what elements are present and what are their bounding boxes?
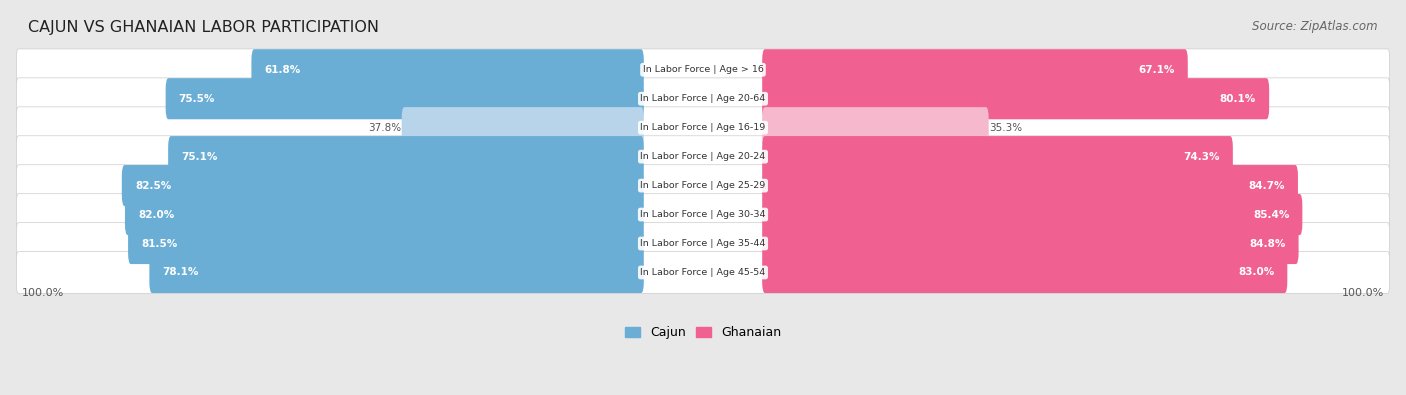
Text: 75.1%: 75.1% xyxy=(181,152,218,162)
Text: In Labor Force | Age 20-64: In Labor Force | Age 20-64 xyxy=(640,94,766,103)
Text: 37.8%: 37.8% xyxy=(368,123,401,133)
Text: In Labor Force | Age > 16: In Labor Force | Age > 16 xyxy=(643,65,763,74)
FancyBboxPatch shape xyxy=(17,49,1389,90)
Text: In Labor Force | Age 16-19: In Labor Force | Age 16-19 xyxy=(640,123,766,132)
Text: 100.0%: 100.0% xyxy=(22,288,65,298)
Text: 82.5%: 82.5% xyxy=(135,181,172,191)
FancyBboxPatch shape xyxy=(762,223,1299,264)
Text: In Labor Force | Age 35-44: In Labor Force | Age 35-44 xyxy=(640,239,766,248)
Text: 80.1%: 80.1% xyxy=(1220,94,1256,104)
FancyBboxPatch shape xyxy=(762,136,1233,177)
FancyBboxPatch shape xyxy=(17,252,1389,293)
FancyBboxPatch shape xyxy=(17,194,1389,235)
Text: 83.0%: 83.0% xyxy=(1239,267,1274,277)
FancyBboxPatch shape xyxy=(762,165,1298,206)
FancyBboxPatch shape xyxy=(166,78,644,119)
Text: CAJUN VS GHANAIAN LABOR PARTICIPATION: CAJUN VS GHANAIAN LABOR PARTICIPATION xyxy=(28,20,380,35)
FancyBboxPatch shape xyxy=(17,136,1389,177)
Text: 100.0%: 100.0% xyxy=(1341,288,1384,298)
FancyBboxPatch shape xyxy=(762,252,1288,293)
Text: In Labor Force | Age 25-29: In Labor Force | Age 25-29 xyxy=(640,181,766,190)
FancyBboxPatch shape xyxy=(762,107,988,148)
Text: 75.5%: 75.5% xyxy=(179,94,215,104)
Text: 74.3%: 74.3% xyxy=(1184,152,1220,162)
Text: 81.5%: 81.5% xyxy=(141,239,177,248)
FancyBboxPatch shape xyxy=(402,107,644,148)
Text: In Labor Force | Age 20-24: In Labor Force | Age 20-24 xyxy=(640,152,766,161)
Text: Source: ZipAtlas.com: Source: ZipAtlas.com xyxy=(1253,20,1378,33)
Text: 84.8%: 84.8% xyxy=(1249,239,1285,248)
FancyBboxPatch shape xyxy=(17,78,1389,120)
FancyBboxPatch shape xyxy=(17,223,1389,264)
FancyBboxPatch shape xyxy=(169,136,644,177)
FancyBboxPatch shape xyxy=(149,252,644,293)
FancyBboxPatch shape xyxy=(762,194,1302,235)
FancyBboxPatch shape xyxy=(125,194,644,235)
Text: 84.7%: 84.7% xyxy=(1249,181,1285,191)
FancyBboxPatch shape xyxy=(762,78,1270,119)
Text: 61.8%: 61.8% xyxy=(264,65,301,75)
Text: 78.1%: 78.1% xyxy=(163,267,198,277)
FancyBboxPatch shape xyxy=(252,49,644,90)
Text: In Labor Force | Age 30-34: In Labor Force | Age 30-34 xyxy=(640,210,766,219)
Text: 35.3%: 35.3% xyxy=(990,123,1022,133)
FancyBboxPatch shape xyxy=(17,107,1389,149)
FancyBboxPatch shape xyxy=(128,223,644,264)
Text: 67.1%: 67.1% xyxy=(1139,65,1174,75)
Text: 85.4%: 85.4% xyxy=(1253,210,1289,220)
Text: 82.0%: 82.0% xyxy=(138,210,174,220)
FancyBboxPatch shape xyxy=(17,165,1389,207)
FancyBboxPatch shape xyxy=(762,49,1188,90)
Text: In Labor Force | Age 45-54: In Labor Force | Age 45-54 xyxy=(640,268,766,277)
Legend: Cajun, Ghanaian: Cajun, Ghanaian xyxy=(620,321,786,344)
FancyBboxPatch shape xyxy=(122,165,644,206)
